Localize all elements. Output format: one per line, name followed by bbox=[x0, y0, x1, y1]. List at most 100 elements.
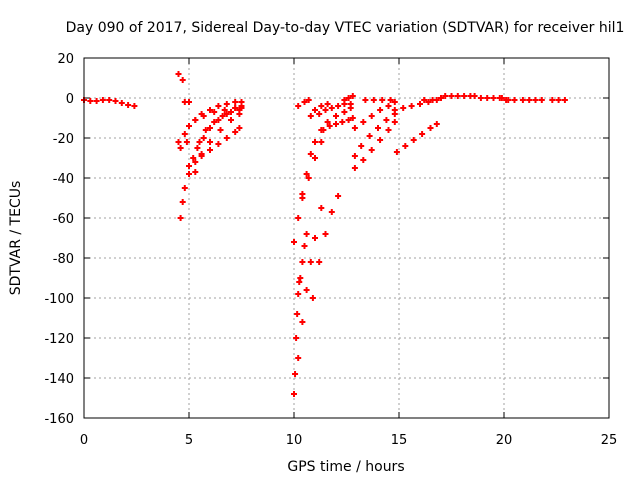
data-point bbox=[349, 115, 356, 121]
data-point bbox=[318, 205, 325, 211]
series-pass-28 bbox=[442, 93, 474, 99]
data-point bbox=[362, 97, 369, 103]
data-point bbox=[232, 105, 239, 111]
data-point bbox=[215, 103, 222, 109]
data-point bbox=[427, 125, 434, 131]
data-point bbox=[293, 335, 300, 341]
series-pass-12 bbox=[291, 105, 354, 245]
series-pass-15 bbox=[299, 139, 325, 201]
y-tick-label: -100 bbox=[44, 292, 74, 307]
series-pass-31 bbox=[519, 97, 545, 103]
y-tick-label: -120 bbox=[44, 332, 74, 347]
data-point bbox=[538, 97, 545, 103]
y-axis-label: SDTVAR / TECUs bbox=[8, 181, 24, 296]
data-point bbox=[192, 117, 199, 123]
data-point bbox=[177, 145, 184, 151]
data-point bbox=[324, 101, 331, 107]
data-point bbox=[484, 95, 491, 101]
data-point bbox=[333, 121, 339, 127]
data-point bbox=[417, 101, 423, 107]
data-point bbox=[181, 185, 188, 191]
series-pass-17 bbox=[307, 101, 331, 119]
data-point bbox=[366, 133, 373, 139]
series-pass-32 bbox=[549, 97, 568, 103]
y-tick-label: -140 bbox=[44, 372, 74, 387]
series-pass-11 bbox=[291, 231, 310, 397]
y-tick-label: -160 bbox=[44, 412, 74, 427]
data-point bbox=[223, 101, 230, 107]
data-point bbox=[181, 131, 188, 137]
series-pass-25 bbox=[391, 97, 440, 113]
data-point bbox=[438, 95, 444, 101]
data-point bbox=[200, 135, 207, 141]
x-tick-label: 10 bbox=[286, 433, 303, 448]
data-point bbox=[328, 209, 335, 215]
series-pass-18 bbox=[316, 101, 354, 117]
data-point bbox=[358, 143, 365, 149]
y-tick-label: -20 bbox=[53, 132, 74, 147]
data-point bbox=[228, 117, 234, 123]
data-point bbox=[419, 131, 426, 137]
data-point bbox=[215, 117, 222, 123]
data-point bbox=[385, 103, 392, 109]
data-point bbox=[333, 113, 339, 119]
data-point bbox=[303, 171, 310, 177]
series-pass-20 bbox=[341, 93, 356, 103]
data-point bbox=[301, 99, 308, 105]
data-point bbox=[383, 117, 390, 123]
data-point bbox=[448, 93, 455, 99]
data-point bbox=[400, 105, 407, 111]
data-point bbox=[391, 99, 398, 105]
data-point bbox=[207, 147, 213, 153]
data-point bbox=[294, 311, 301, 317]
data-point bbox=[561, 97, 568, 103]
data-point bbox=[211, 109, 218, 115]
grid-lines bbox=[84, 58, 609, 418]
data-point bbox=[349, 93, 356, 99]
data-point bbox=[297, 275, 304, 281]
data-point bbox=[307, 113, 314, 119]
data-point bbox=[207, 107, 213, 113]
x-tick-label: 15 bbox=[391, 433, 408, 448]
series-pass-27 bbox=[421, 95, 444, 103]
data-point bbox=[194, 145, 201, 151]
data-point bbox=[391, 107, 398, 113]
data-point bbox=[351, 125, 358, 131]
series-pass-19 bbox=[320, 115, 356, 133]
data-point bbox=[192, 159, 199, 165]
series-pass-10 bbox=[192, 111, 243, 175]
data-point bbox=[291, 391, 297, 397]
data-point bbox=[215, 141, 222, 147]
data-point bbox=[318, 103, 325, 109]
plot-frame bbox=[83, 57, 610, 419]
data-point bbox=[549, 97, 556, 103]
data-point bbox=[368, 113, 375, 119]
data-point bbox=[299, 195, 306, 201]
data-point bbox=[309, 295, 316, 301]
data-point bbox=[307, 151, 314, 157]
x-axis-label: GPS time / hours bbox=[287, 459, 404, 475]
data-point bbox=[236, 125, 243, 131]
data-point bbox=[532, 97, 539, 103]
data-point bbox=[93, 98, 100, 104]
series-pass-13 bbox=[295, 205, 325, 361]
data-point bbox=[118, 100, 125, 106]
data-point bbox=[477, 95, 484, 101]
data-point bbox=[232, 99, 239, 105]
data-point bbox=[131, 103, 138, 109]
chart-title: Day 090 of 2017, Sidereal Day-to-day VTE… bbox=[66, 20, 625, 36]
series-pass-21 bbox=[351, 99, 398, 131]
data-point bbox=[211, 119, 218, 125]
y-tick-label: -60 bbox=[53, 212, 74, 227]
data-point bbox=[228, 109, 234, 115]
y-tick-label: 0 bbox=[66, 92, 74, 107]
data-point bbox=[375, 125, 381, 131]
series-pass-23 bbox=[351, 119, 398, 171]
data-point bbox=[312, 235, 318, 241]
data-point bbox=[301, 243, 308, 249]
data-point bbox=[324, 119, 331, 125]
data-point bbox=[295, 103, 302, 109]
data-point bbox=[471, 93, 478, 99]
data-point bbox=[328, 105, 335, 111]
data-point bbox=[377, 107, 384, 113]
